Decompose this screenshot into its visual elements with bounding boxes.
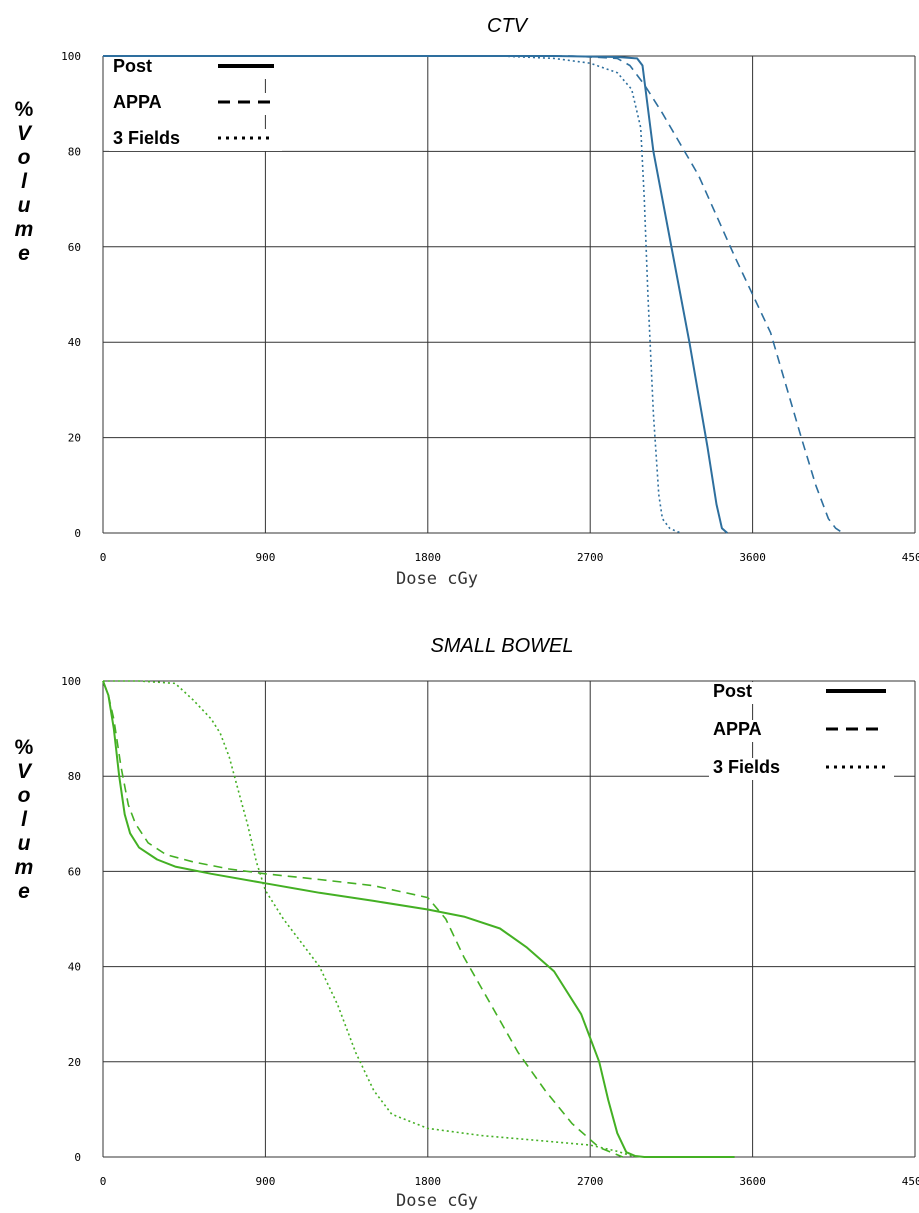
grid bbox=[102, 55, 916, 534]
legend-entry-background bbox=[709, 758, 894, 780]
chart-title: CTV bbox=[487, 15, 529, 37]
chart-title: SMALL BOWEL bbox=[430, 635, 573, 657]
y-tick-label: 100 bbox=[61, 50, 81, 63]
y-tick-label: 80 bbox=[68, 770, 81, 783]
y-tick-label: 100 bbox=[61, 675, 81, 688]
y-tick-label: 60 bbox=[68, 241, 81, 254]
y-tick-label: 40 bbox=[68, 961, 81, 974]
series-layer bbox=[102, 680, 735, 1158]
legend-entry-background bbox=[109, 57, 282, 79]
y-tick-label: 0 bbox=[74, 1151, 81, 1164]
legend: Post APPA 3 Fields bbox=[109, 56, 282, 151]
y-tick-label: 80 bbox=[68, 145, 81, 158]
x-tick-label: 1800 bbox=[415, 1175, 442, 1188]
series-line-post bbox=[102, 680, 735, 1158]
x-tick-label: 900 bbox=[255, 551, 275, 564]
x-tick-label: 2700 bbox=[577, 551, 604, 564]
y-tick-label: 60 bbox=[68, 865, 81, 878]
x-tick-label: 3600 bbox=[739, 1175, 766, 1188]
legend-entry-background bbox=[709, 682, 894, 704]
x-tick-label: 3600 bbox=[739, 551, 766, 564]
legend-entry-background bbox=[709, 720, 894, 742]
x-tick-label: 2700 bbox=[577, 1175, 604, 1188]
series-layer bbox=[103, 55, 844, 534]
series-line-appa bbox=[102, 680, 623, 1158]
y-tick-label: 20 bbox=[68, 432, 81, 445]
y-tick-label: 40 bbox=[68, 336, 81, 349]
x-axis-label: Dose cGy bbox=[396, 569, 478, 589]
legend-label: 3 Fields bbox=[113, 128, 180, 148]
legend-label: 3 Fields bbox=[713, 757, 780, 777]
series-line-appa bbox=[103, 55, 844, 534]
legend: Post APPA 3 Fields bbox=[709, 681, 894, 780]
x-tick-label: 0 bbox=[100, 551, 107, 564]
series-line-post bbox=[103, 55, 728, 534]
legend-entry-background bbox=[109, 129, 282, 151]
series-line-3-fields bbox=[103, 680, 636, 1158]
legend-label: Post bbox=[113, 56, 152, 76]
y-tick-label: 20 bbox=[68, 1056, 81, 1069]
legend-label: Post bbox=[713, 681, 752, 701]
x-tick-label: 900 bbox=[255, 1175, 275, 1188]
x-tick-label: 0 bbox=[100, 1175, 107, 1188]
x-axis-label: Dose cGy bbox=[396, 1191, 478, 1211]
series-line-3-fields bbox=[103, 55, 683, 534]
x-tick-label: 1800 bbox=[415, 551, 442, 564]
legend-entry-background bbox=[109, 93, 282, 115]
legend-label: APPA bbox=[713, 719, 762, 739]
legend-label: APPA bbox=[113, 92, 162, 112]
y-tick-label: 0 bbox=[74, 527, 81, 540]
grid bbox=[102, 680, 916, 1158]
